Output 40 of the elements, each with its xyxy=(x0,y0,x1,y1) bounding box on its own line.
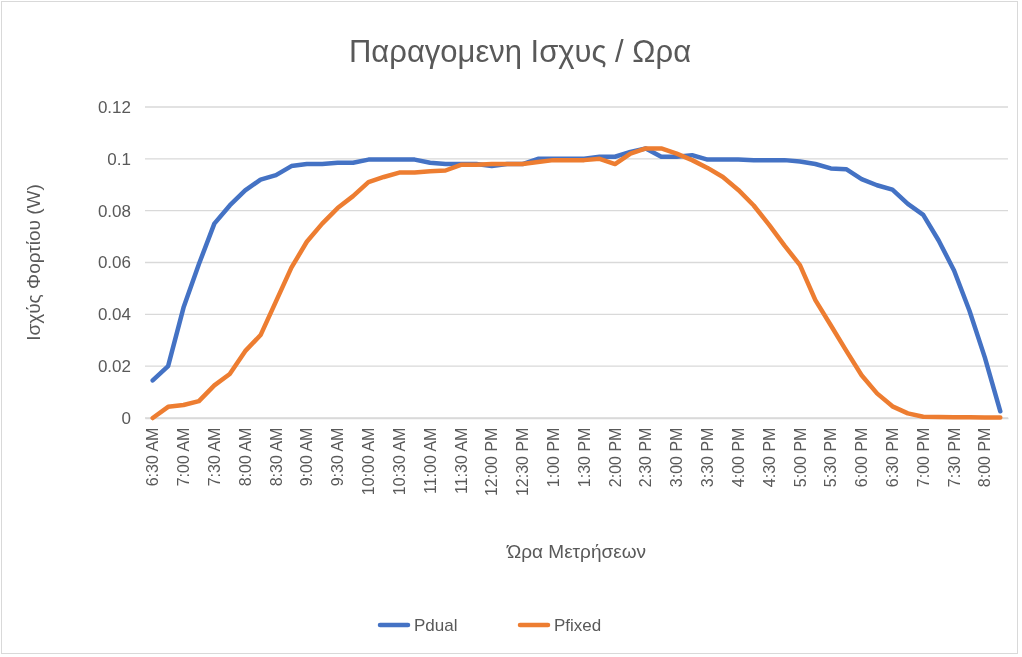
y-tick-label: 0.1 xyxy=(107,149,131,169)
x-tick-label: 6:00 PM xyxy=(853,427,871,488)
x-tick-label: 11:00 AM xyxy=(421,427,439,495)
x-tick-label: 4:00 PM xyxy=(729,427,747,488)
x-tick-label: 6:30 PM xyxy=(884,427,902,488)
x-tick-label: 9:30 AM xyxy=(329,427,347,487)
x-tick-label: 10:00 AM xyxy=(360,427,378,496)
y-tick-label: 0.06 xyxy=(97,253,131,273)
x-tick-label: 1:30 PM xyxy=(575,427,593,488)
x-tick-label: 2:30 PM xyxy=(637,427,655,488)
x-tick-label: 3:00 PM xyxy=(668,427,686,488)
legend-label: Pdual xyxy=(414,615,458,635)
x-tick-label: 7:30 AM xyxy=(205,427,223,487)
x-tick-label: 3:30 PM xyxy=(699,427,717,488)
x-tick-label: 5:00 PM xyxy=(791,427,809,488)
y-tick-label: 0.04 xyxy=(97,305,131,325)
x-tick-label: 7:00 PM xyxy=(914,427,932,488)
chart-title: Παραγομενη Ισχυς / Ωρα xyxy=(348,34,692,69)
y-tick-label: 0 xyxy=(121,408,131,428)
x-tick-label: 8:00 PM xyxy=(976,427,994,488)
y-tick-label: 0.02 xyxy=(97,357,131,377)
x-tick-label: 12:00 PM xyxy=(483,427,501,497)
y-tick-label: 0.08 xyxy=(97,201,131,221)
x-tick-label: 4:30 PM xyxy=(760,427,778,488)
x-tick-label: 5:30 PM xyxy=(822,427,840,488)
y-axis-title: Ισχύς Φορτίου (W) xyxy=(23,184,44,341)
x-tick-label: 7:30 PM xyxy=(945,427,963,488)
x-tick-label: 10:30 AM xyxy=(390,427,408,496)
x-tick-label: 2:00 PM xyxy=(606,427,624,488)
x-tick-label: 12:30 PM xyxy=(514,427,532,497)
legend-label: Pfixed xyxy=(554,615,602,635)
y-tick-label: 0.12 xyxy=(97,97,131,117)
x-tick-label: 9:00 AM xyxy=(298,427,316,487)
x-axis-title: Ώρα Μετρήσεων xyxy=(505,541,647,562)
x-tick-label: 6:30 AM xyxy=(144,427,162,487)
x-tick-label: 8:00 AM xyxy=(236,427,254,487)
x-tick-label: 8:30 AM xyxy=(267,427,285,487)
x-tick-label: 11:30 AM xyxy=(452,427,470,495)
x-tick-label: 7:00 AM xyxy=(175,427,193,487)
x-tick-label: 1:00 PM xyxy=(544,427,562,488)
